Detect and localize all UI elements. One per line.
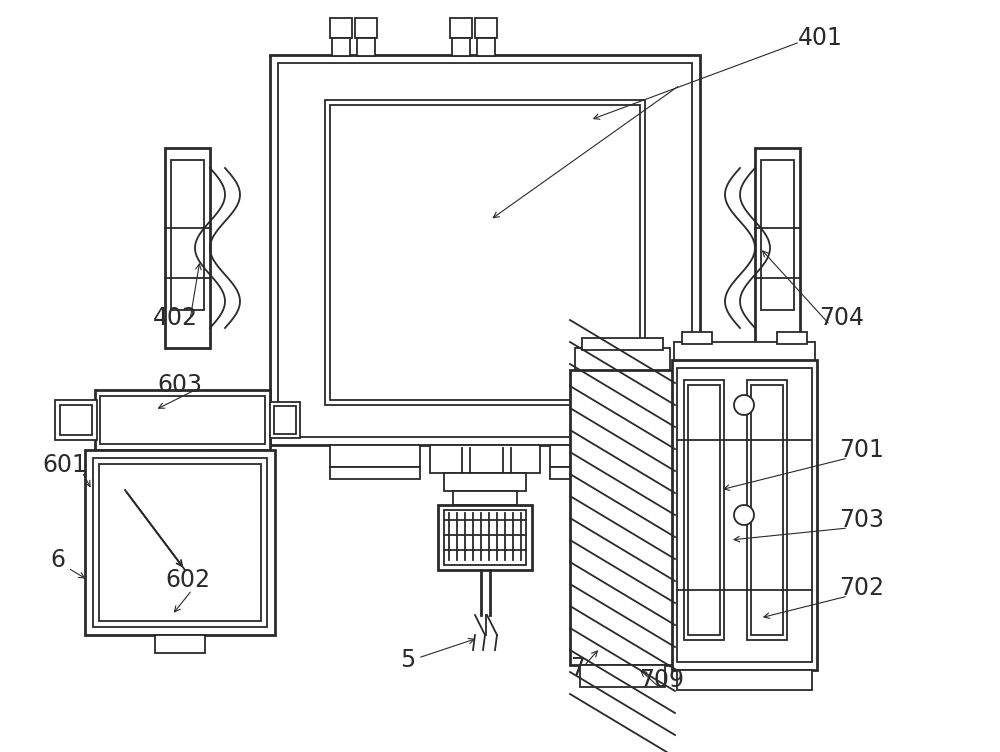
- Bar: [330, 18, 352, 38]
- Text: 7: 7: [570, 656, 586, 680]
- Bar: [357, 38, 375, 56]
- Bar: [330, 445, 420, 467]
- Circle shape: [734, 505, 754, 525]
- Bar: [682, 332, 712, 344]
- Bar: [747, 380, 787, 640]
- Bar: [100, 396, 265, 444]
- Bar: [99, 464, 261, 621]
- Bar: [550, 467, 640, 479]
- Bar: [444, 473, 526, 491]
- Bar: [162, 450, 202, 465]
- Bar: [332, 38, 350, 56]
- Bar: [475, 18, 497, 38]
- Bar: [761, 160, 794, 310]
- Bar: [430, 445, 540, 473]
- Bar: [677, 368, 812, 662]
- Text: 702: 702: [840, 576, 885, 600]
- Text: 5: 5: [400, 648, 416, 672]
- Bar: [777, 332, 807, 344]
- Text: 6: 6: [50, 548, 66, 572]
- Bar: [171, 160, 204, 310]
- Bar: [450, 18, 472, 38]
- Bar: [755, 148, 800, 348]
- Bar: [270, 55, 700, 445]
- Bar: [165, 148, 210, 348]
- Bar: [444, 510, 526, 565]
- Bar: [674, 342, 815, 360]
- Text: 402: 402: [152, 306, 198, 330]
- Bar: [575, 348, 670, 370]
- Text: 704: 704: [820, 306, 864, 330]
- Bar: [330, 467, 420, 479]
- Bar: [85, 450, 275, 635]
- Bar: [570, 370, 675, 665]
- Bar: [684, 380, 724, 640]
- Text: 701: 701: [840, 438, 884, 462]
- Bar: [330, 105, 640, 400]
- Bar: [278, 63, 692, 437]
- Bar: [95, 390, 270, 450]
- Circle shape: [734, 395, 754, 415]
- Bar: [355, 18, 377, 38]
- Bar: [93, 458, 267, 627]
- Text: 709: 709: [640, 668, 684, 692]
- Bar: [688, 385, 720, 635]
- Bar: [60, 405, 92, 435]
- Bar: [452, 38, 470, 56]
- Text: 602: 602: [166, 568, 210, 592]
- Text: 703: 703: [840, 508, 885, 532]
- Bar: [438, 505, 532, 570]
- Bar: [155, 635, 205, 653]
- Text: 601: 601: [43, 453, 87, 477]
- Bar: [477, 38, 495, 56]
- Text: 401: 401: [798, 26, 842, 50]
- Bar: [55, 400, 97, 440]
- Bar: [677, 670, 812, 690]
- Bar: [270, 402, 300, 438]
- Bar: [274, 406, 296, 434]
- Bar: [580, 665, 665, 687]
- Bar: [325, 100, 645, 405]
- Bar: [550, 445, 640, 467]
- Text: 603: 603: [158, 373, 202, 397]
- Bar: [570, 370, 675, 665]
- Bar: [453, 491, 517, 505]
- Bar: [751, 385, 783, 635]
- Bar: [672, 360, 817, 670]
- Bar: [582, 338, 663, 350]
